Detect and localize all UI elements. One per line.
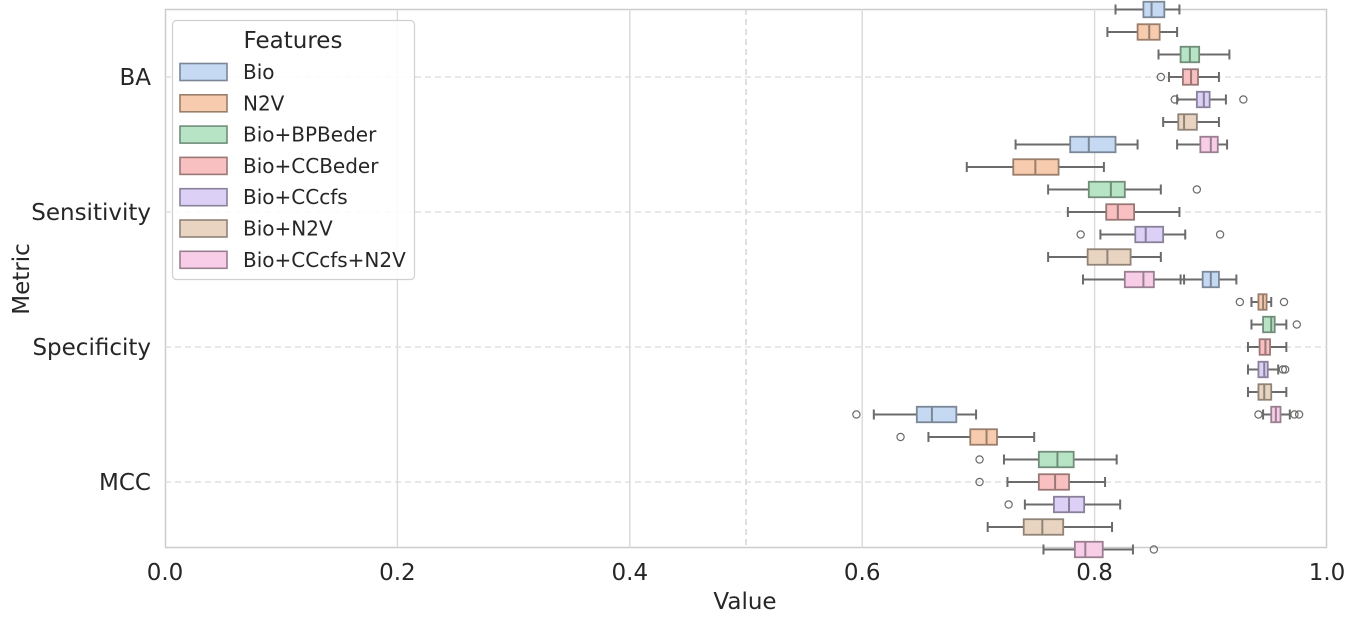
y-axis-title: Metric (9, 243, 35, 315)
box (1070, 137, 1115, 153)
box (1200, 137, 1217, 153)
legend-swatch (180, 157, 227, 174)
box (917, 407, 957, 423)
y-tick-label: MCC (99, 470, 151, 496)
box (1135, 227, 1163, 243)
y-tick-label: BA (119, 65, 151, 91)
legend-item: Bio+CCcfs (180, 185, 348, 209)
legend-label: N2V (243, 91, 285, 115)
box (1024, 519, 1064, 535)
x-tick-label: 0.8 (1076, 560, 1113, 586)
legend-swatch (180, 220, 227, 237)
box (1125, 272, 1154, 288)
box (1075, 542, 1103, 558)
box (1089, 182, 1125, 198)
legend-swatch (180, 251, 227, 268)
legend-swatch (180, 64, 227, 81)
box (1106, 204, 1134, 220)
legend-item: Bio+N2V (180, 217, 333, 241)
box (1178, 114, 1197, 130)
box (1263, 317, 1275, 333)
box (1258, 362, 1267, 378)
legend-label: Bio (243, 60, 275, 84)
x-axis-title: Value (713, 589, 776, 615)
legend-swatch (180, 126, 227, 143)
x-tick-label: 0.4 (612, 560, 649, 586)
legend-swatch (180, 95, 227, 112)
legend-item: Bio+CCBeder (180, 154, 379, 178)
x-tick-label: 0.2 (379, 560, 416, 586)
legend-title: Features (244, 28, 343, 54)
legend-label: Bio+N2V (243, 217, 333, 241)
box (1088, 249, 1131, 265)
legend-label: Bio+CCcfs (243, 185, 348, 209)
legend: Features Bio N2V Bio+BPBeder Bio+CCBeder Bio… (173, 21, 415, 280)
legend-frame (173, 21, 415, 280)
box (1039, 452, 1074, 468)
legend-item: Bio (180, 60, 275, 84)
y-tick-label: Sensitivity (31, 200, 151, 226)
x-tick-label: 1.0 (1309, 560, 1346, 586)
legend-label: Bio+CCcfs+N2V (243, 248, 406, 272)
legend-item: Bio+CCcfs+N2V (180, 248, 406, 272)
legend-label: Bio+BPBeder (243, 123, 377, 147)
x-tick-label: 0.6 (844, 560, 881, 586)
y-tick-labels: BA Sensitivity Specificity MCC (31, 65, 151, 496)
legend-swatch (180, 189, 227, 206)
x-tick-label: 0.0 (147, 560, 184, 586)
box (970, 429, 997, 445)
box (1143, 2, 1164, 18)
x-tick-labels: 0.0 0.2 0.4 0.6 0.8 1.0 (147, 560, 1346, 586)
legend-item: Bio+BPBeder (180, 123, 377, 147)
legend-label: Bio+CCBeder (243, 154, 379, 178)
y-tick-label: Specificity (32, 335, 151, 361)
box (1039, 474, 1069, 490)
